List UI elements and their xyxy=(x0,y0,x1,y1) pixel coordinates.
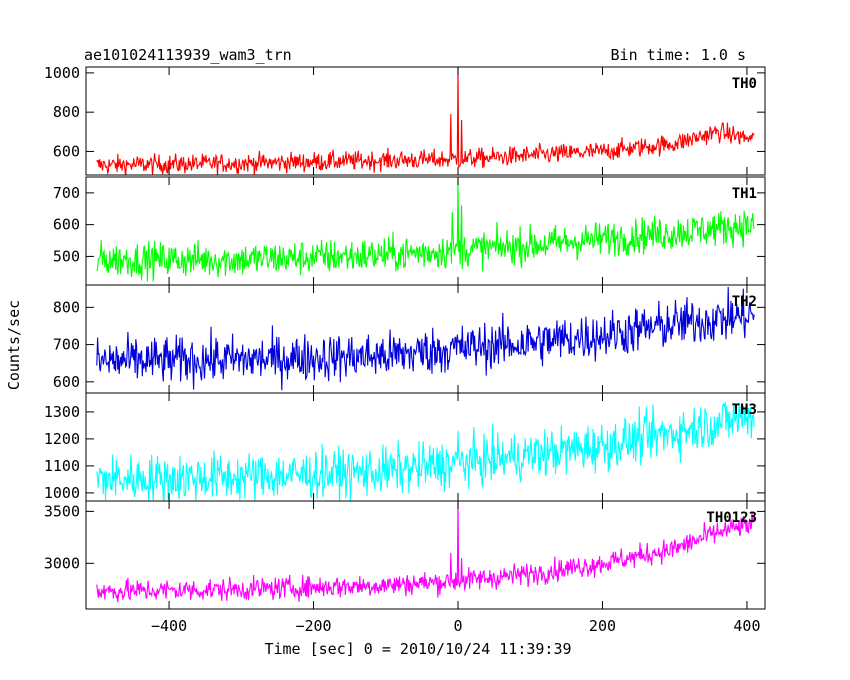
x-axis-label: Time [sec] 0 = 2010/10/24 11:39:39 xyxy=(264,640,571,658)
y-tick-label: 600 xyxy=(53,216,80,234)
panel-th3: 1000 1100 1200 1300 TH3 xyxy=(44,392,766,502)
panels-group: 600 800 1000 TH0 500 600 700 TH1 600 700 800 TH2 100… xyxy=(44,64,766,610)
y-tick-label: 600 xyxy=(53,373,80,391)
y-tick-label: 700 xyxy=(53,336,80,354)
series-line-th0 xyxy=(96,67,755,175)
panel-th0123: 3000 3500 TH0123 xyxy=(44,500,766,610)
y-tick-label: 3500 xyxy=(44,502,80,520)
panel-frame xyxy=(85,176,766,286)
x-axis: −400 −200 0 200 400 xyxy=(151,67,760,635)
panel-frame xyxy=(85,500,766,610)
y-tick-label: 1300 xyxy=(44,403,80,421)
series-line-th2 xyxy=(96,286,755,391)
y-tick-label: 3000 xyxy=(44,554,80,572)
x-tick-label: −400 xyxy=(151,617,187,635)
series-line-th1 xyxy=(96,178,755,282)
y-axis-label: Counts/sec xyxy=(5,300,23,390)
x-tick-label: 200 xyxy=(589,617,616,635)
panel-label-th0: TH0 xyxy=(732,76,757,92)
y-tick-label: 800 xyxy=(53,103,80,121)
y-tick-label: 700 xyxy=(53,184,80,202)
series-line-th0123 xyxy=(96,501,755,603)
x-tick-label: 400 xyxy=(733,617,760,635)
bin-time-label: Bin time: 1.0 s xyxy=(611,46,746,64)
panel-label-th3: TH3 xyxy=(732,402,757,418)
panel-label-th2: TH2 xyxy=(732,294,757,310)
y-tick-label: 800 xyxy=(53,298,80,316)
panel-th2: 600 700 800 TH2 xyxy=(53,284,766,394)
panel-frame xyxy=(85,66,766,176)
y-tick-label: 500 xyxy=(53,247,80,265)
y-tick-label: 600 xyxy=(53,142,80,160)
panel-label-th0123: TH0123 xyxy=(706,510,757,526)
panel-th0: 600 800 1000 TH0 xyxy=(44,64,766,176)
y-tick-label: 1000 xyxy=(44,64,80,82)
panel-label-th1: TH1 xyxy=(732,186,757,202)
y-tick-label: 1100 xyxy=(44,457,80,475)
y-tick-label: 1000 xyxy=(44,484,80,502)
panel-th1: 500 600 700 TH1 xyxy=(53,176,766,286)
x-tick-label: 0 xyxy=(453,617,462,635)
series-line-th3 xyxy=(96,402,755,501)
y-tick-label: 1200 xyxy=(44,430,80,448)
chart-title: ae101024113939_wam3_trn xyxy=(84,46,292,64)
x-tick-label: −200 xyxy=(295,617,331,635)
